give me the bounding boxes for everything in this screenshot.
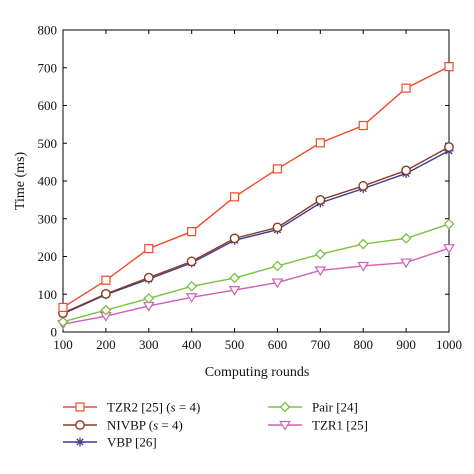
x-tick-label: 900 (396, 337, 416, 352)
legend-item-4: TZR1 [25] (268, 418, 368, 433)
data-point (443, 218, 455, 230)
x-tick-label: 100 (53, 337, 73, 352)
legend-item-3: Pair [24] (268, 400, 358, 415)
x-tick-label: 300 (139, 337, 159, 352)
x-tick-label: 200 (96, 337, 116, 352)
x-tick-label: 1000 (436, 337, 462, 352)
series-layer (57, 62, 455, 330)
data-point (315, 138, 325, 148)
x-tick-label: 700 (311, 337, 331, 352)
data-point (315, 194, 326, 205)
data-point (400, 258, 412, 269)
y-tick-label: 300 (38, 211, 58, 226)
legend-item-2: VBP [26] (63, 435, 157, 450)
legend: TZR2 [25] (s = 4) NIVBP (s = 4) VBP [26] Pa… (63, 400, 368, 450)
legend-marker (75, 420, 85, 430)
data-point (444, 142, 454, 152)
data-point (272, 164, 283, 174)
legend-label: Pair [24] (312, 400, 358, 415)
plot-axes (62, 29, 450, 333)
data-point (444, 62, 454, 72)
data-point (186, 256, 197, 267)
data-point (229, 272, 240, 284)
x-tick-label: 400 (182, 337, 202, 352)
legend-marker (279, 420, 291, 431)
data-point (272, 260, 283, 272)
y-tick-label: 400 (38, 174, 58, 189)
data-point (185, 293, 198, 303)
y-tick-label: 0 (51, 325, 58, 340)
data-point (144, 243, 154, 254)
data-point (186, 280, 198, 292)
legend-item-0: TZR2 [25] (s = 4) (63, 400, 200, 415)
data-point (357, 238, 369, 250)
legend-label: NIVBP (s = 4) (107, 418, 183, 433)
series-4 (57, 244, 455, 330)
legend-marker (279, 401, 291, 413)
series-3 (57, 218, 455, 328)
legend-marker (75, 402, 85, 412)
series-line (62, 247, 450, 325)
data-point (143, 272, 154, 283)
data-point (272, 222, 283, 233)
series-1 (58, 142, 454, 319)
data-point (100, 288, 111, 299)
y-tick-label: 200 (38, 249, 58, 264)
data-point (57, 316, 69, 328)
x-tick-label: 500 (225, 337, 245, 352)
series-line (62, 146, 450, 314)
y-tick-label: 600 (38, 98, 58, 113)
y-tick-label: 800 (38, 23, 58, 38)
data-point (357, 261, 370, 272)
series-line (62, 223, 450, 323)
y-axis-label: Time (ms) (13, 152, 28, 211)
data-point (229, 233, 240, 244)
data-point (314, 248, 326, 260)
series-line (62, 150, 450, 315)
data-point (358, 181, 369, 191)
data-point (401, 165, 412, 176)
data-point (101, 275, 111, 285)
data-point (228, 285, 241, 296)
legend-label: VBP [26] (107, 435, 157, 450)
star-stroke (76, 438, 84, 446)
series-0 (58, 62, 454, 313)
data-point (143, 292, 155, 304)
data-point (58, 302, 68, 313)
data-point (358, 120, 368, 131)
data-point (400, 232, 412, 244)
x-tick-label: 800 (353, 337, 373, 352)
data-point (187, 226, 197, 237)
data-point (401, 83, 411, 93)
data-point (314, 266, 327, 277)
legend-label: TZR1 [25] (312, 418, 368, 433)
y-tick-label: 500 (38, 136, 58, 151)
data-point (100, 304, 112, 316)
tick-labels: 100 200 300 400 500 600 700 800 900 1000010020030… (38, 23, 463, 353)
y-tick-label: 100 (38, 287, 58, 302)
data-point (271, 278, 284, 289)
legend-label: TZR2 [25] (s = 4) (107, 400, 200, 415)
legend-marker (75, 437, 85, 447)
data-point (229, 192, 240, 202)
data-point (443, 244, 455, 254)
legend-item-1: NIVBP (s = 4) (63, 418, 183, 433)
x-axis-label: Computing rounds (205, 365, 310, 380)
series-line (62, 65, 450, 309)
y-tick-label: 700 (38, 60, 58, 75)
x-tick-label: 600 (268, 337, 288, 352)
